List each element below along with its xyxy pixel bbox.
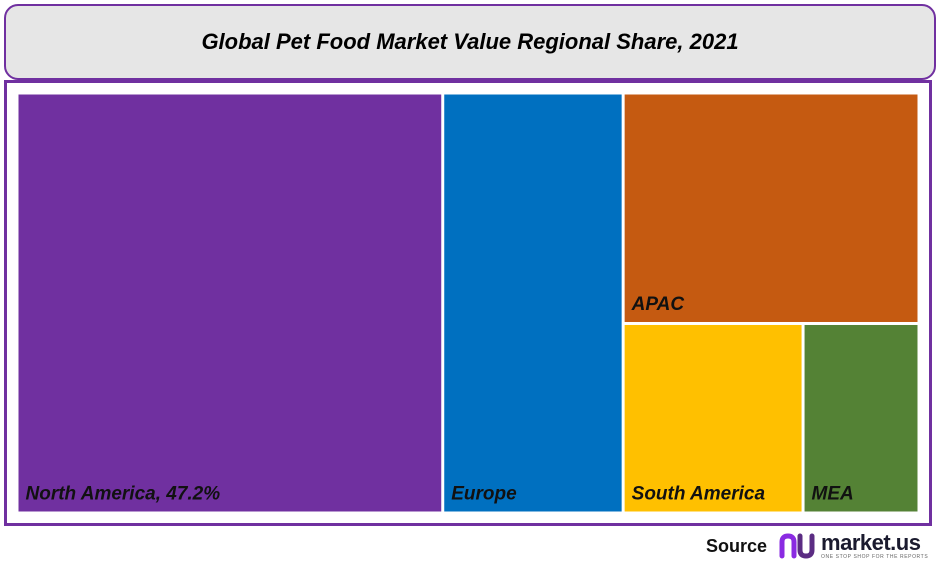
source-label: Source (706, 535, 768, 556)
treemap-label-north-america: North America, 47.2% (26, 484, 221, 505)
market-us-logo-icon (779, 533, 815, 559)
treemap-label-south-america: South America (632, 484, 766, 505)
treemap-tile-apac (624, 94, 918, 322)
brand-name: market.us (821, 530, 921, 555)
chart-title: Global Pet Food Market Value Regional Sh… (201, 29, 739, 54)
treemap-chart: North America, 47.2% Europe APAC South Amer… (18, 94, 918, 512)
treemap-tile-mea (804, 324, 918, 512)
treemap-frame: North America, 47.2% Europe APAC South Amer… (4, 80, 932, 526)
market-us-logo: market.us ONE STOP SHOP FOR THE REPORTS (779, 532, 928, 560)
treemap-tile-europe (444, 94, 622, 512)
brand-tagline: ONE STOP SHOP FOR THE REPORTS (821, 554, 929, 560)
treemap-label-apac: APAC (631, 294, 685, 315)
source-attribution: Source market.us ONE STOP SHOP FOR THE R… (706, 531, 928, 561)
treemap-tile-north-america (18, 94, 442, 512)
treemap-tile-south-america (624, 324, 802, 512)
treemap-label-europe: Europe (451, 484, 517, 505)
treemap-label-mea: MEA (812, 484, 854, 505)
chart-title-box: Global Pet Food Market Value Regional Sh… (4, 4, 936, 80)
